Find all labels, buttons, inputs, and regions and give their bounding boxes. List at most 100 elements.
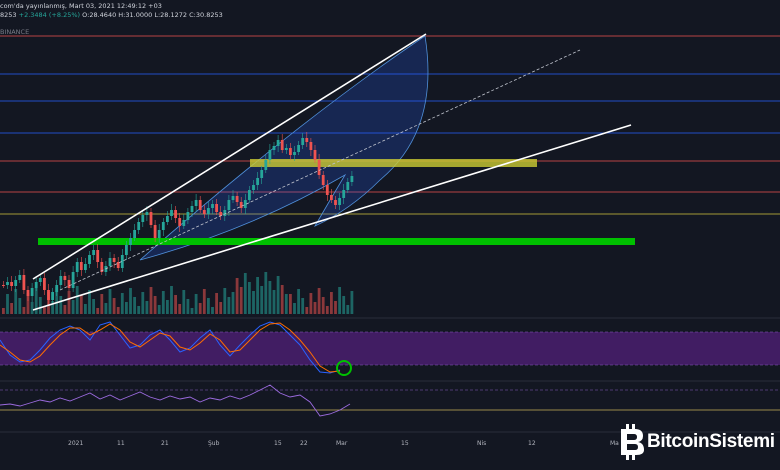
volume-bar (223, 288, 227, 314)
candle-body (145, 212, 149, 215)
candle-body (272, 146, 276, 150)
watermark-logo: BitcoinSistemi (615, 421, 775, 465)
candle-body (194, 200, 198, 206)
volume-bar (34, 288, 38, 314)
candle-body (84, 264, 87, 270)
candle-body (59, 276, 63, 285)
candle-body (243, 200, 247, 208)
ohlc-prefix: 8253 (0, 11, 17, 19)
volume-bar (14, 289, 18, 314)
volume-bar (18, 298, 22, 314)
candle-body (215, 204, 218, 212)
volume-bar (284, 294, 288, 314)
volume-bar (149, 287, 153, 314)
candle-body (38, 278, 42, 282)
candle-body (120, 255, 124, 268)
volume-bar (137, 306, 141, 314)
x-axis-label: 21 (161, 440, 169, 447)
candle-body (239, 202, 243, 208)
candle-body (79, 262, 83, 270)
volume-bar (317, 288, 321, 314)
volume-bars (2, 272, 354, 314)
x-axis-label: 15 (401, 440, 409, 447)
candle-body (260, 170, 264, 178)
volume-bar (215, 293, 218, 314)
close-value: C:30.8253 (189, 11, 223, 19)
candle-body (63, 276, 67, 280)
candle-body (317, 160, 321, 175)
candle-body (264, 160, 268, 170)
volume-bar (141, 292, 145, 314)
candle-body (92, 250, 95, 255)
candle-body (182, 220, 186, 226)
candle-body (198, 200, 202, 210)
candle-body (125, 245, 128, 255)
candle-body (55, 285, 59, 292)
candle-body (14, 280, 18, 286)
volume-bar (30, 302, 34, 314)
candle-body (100, 262, 104, 272)
volume-bar (289, 294, 292, 314)
ohlc-readout: 8253 +2.3484 (+8.25%) O:28.4640 H:31.000… (0, 11, 223, 20)
volume-bar (59, 296, 63, 314)
volume-bar (116, 307, 120, 314)
candle-body (108, 258, 112, 266)
volume-bar (174, 295, 177, 314)
x-axis-label: Ma (610, 440, 619, 447)
volume-bar (100, 294, 104, 314)
volume-bar (51, 301, 54, 314)
volume-bar (108, 289, 112, 314)
volume-bar (166, 300, 169, 314)
volume-bar (96, 308, 100, 314)
stoch-k-line (0, 321, 341, 374)
candle-body (309, 142, 313, 150)
volume-bar (92, 299, 95, 314)
upper-trendline[interactable] (32, 33, 427, 280)
candle-body (293, 152, 296, 155)
candle-body (75, 262, 79, 272)
candle-body (202, 210, 206, 214)
x-axis-label: Mar (336, 440, 348, 447)
middle-dashed-trendline[interactable] (59, 49, 581, 291)
candle-body (252, 185, 255, 190)
volume-bar (43, 306, 46, 314)
x-axis-label: 22 (300, 440, 308, 447)
resistance-zone[interactable] (250, 159, 537, 167)
volume-bar (178, 304, 182, 314)
volume-bar (338, 287, 341, 314)
candle-body (231, 196, 235, 200)
lower-trendline[interactable] (32, 124, 632, 311)
volume-bar (112, 298, 116, 314)
volume-bar (268, 281, 272, 314)
candle-body (330, 195, 333, 200)
candle-body (325, 185, 329, 195)
volume-bar (264, 272, 268, 314)
volume-bar (334, 301, 337, 314)
candle-body (51, 292, 54, 300)
volume-bar (190, 308, 194, 314)
volume-bar (325, 306, 329, 314)
support-zone[interactable] (38, 238, 635, 245)
volume-bar (309, 293, 313, 314)
x-axis-label: 2021 (68, 440, 83, 447)
candle-body (116, 262, 120, 268)
stoch-d-line (0, 322, 341, 373)
candle-body (170, 210, 173, 216)
volume-bar (153, 296, 157, 314)
candle-body (248, 190, 251, 200)
candle-body (6, 282, 9, 285)
rsi-line (0, 384, 351, 417)
candle-body (47, 290, 50, 300)
candle-body (223, 210, 227, 216)
candle-body (227, 200, 231, 210)
low-value: L:28.1272 (154, 11, 188, 19)
x-axis-label: 11 (117, 440, 125, 447)
fan-arc[interactable] (139, 35, 429, 261)
x-axis-label: Nis (477, 440, 486, 447)
candle-body (10, 282, 13, 286)
volume-bar (125, 302, 128, 314)
candle-body (338, 198, 341, 205)
stoch-cross-marker[interactable] (336, 360, 352, 376)
candle-body (321, 175, 325, 185)
